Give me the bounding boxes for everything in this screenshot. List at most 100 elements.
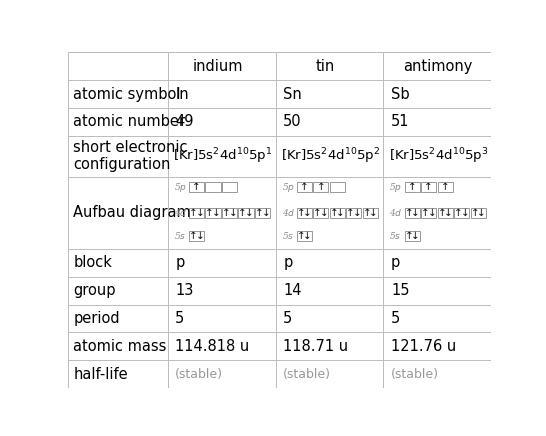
- Text: ↑: ↑: [421, 208, 430, 218]
- Bar: [222, 208, 237, 218]
- Text: ↓: ↓: [195, 231, 204, 241]
- Text: ↓: ↓: [304, 208, 312, 218]
- Bar: [189, 182, 204, 192]
- Text: atomic symbol: atomic symbol: [73, 87, 181, 102]
- Text: ↓: ↓: [353, 208, 361, 218]
- Text: ↑: ↑: [313, 208, 322, 218]
- Bar: [438, 208, 453, 218]
- Bar: [454, 208, 470, 218]
- Text: In: In: [175, 87, 189, 102]
- Text: 5$s$: 5$s$: [389, 230, 402, 242]
- Text: 5$s$: 5$s$: [282, 230, 294, 242]
- Text: ↑: ↑: [471, 208, 479, 218]
- Bar: [330, 208, 345, 218]
- Text: ↑: ↑: [300, 182, 308, 192]
- Bar: [330, 182, 345, 192]
- Text: group: group: [73, 283, 116, 298]
- Text: ↓: ↓: [428, 208, 436, 218]
- Text: ↑: ↑: [189, 231, 198, 241]
- Text: 121.76 u: 121.76 u: [391, 339, 456, 354]
- Text: atomic number: atomic number: [73, 114, 185, 129]
- Text: $\mathrm{[Kr]5s^24d^{10}5p^2}$: $\mathrm{[Kr]5s^24d^{10}5p^2}$: [281, 146, 380, 166]
- Text: 15: 15: [391, 283, 410, 298]
- Text: (stable): (stable): [283, 368, 331, 381]
- Bar: [297, 182, 312, 192]
- Text: ↓: ↓: [411, 231, 420, 241]
- Text: antimony: antimony: [403, 59, 472, 74]
- Text: ↑: ↑: [317, 182, 325, 192]
- Bar: [297, 231, 312, 241]
- Text: 50: 50: [283, 114, 302, 129]
- Text: 13: 13: [175, 283, 194, 298]
- Text: ↑: ↑: [330, 208, 339, 218]
- Bar: [255, 208, 270, 218]
- Text: ↓: ↓: [477, 208, 486, 218]
- Text: ↓: ↓: [411, 208, 420, 218]
- Text: ↑: ↑: [296, 231, 305, 241]
- Text: short electronic
configuration: short electronic configuration: [73, 140, 188, 172]
- Text: Aufbau diagram: Aufbau diagram: [73, 205, 191, 220]
- Text: 118.71 u: 118.71 u: [283, 339, 348, 354]
- Text: ↑: ↑: [363, 208, 371, 218]
- Bar: [205, 208, 221, 218]
- Text: ↑: ↑: [346, 208, 355, 218]
- Text: ↑: ↑: [424, 182, 433, 192]
- Bar: [421, 182, 436, 192]
- Text: ↓: ↓: [336, 208, 345, 218]
- Bar: [346, 208, 361, 218]
- Text: ↑: ↑: [222, 208, 230, 218]
- Text: ↓: ↓: [369, 208, 378, 218]
- Text: half-life: half-life: [73, 367, 128, 382]
- Text: 5: 5: [391, 311, 400, 326]
- Bar: [405, 208, 420, 218]
- Text: ↓: ↓: [320, 208, 329, 218]
- Bar: [297, 208, 312, 218]
- Text: 5: 5: [175, 311, 185, 326]
- Bar: [205, 182, 221, 192]
- Text: period: period: [73, 311, 120, 326]
- Bar: [313, 182, 329, 192]
- Text: ↓: ↓: [461, 208, 470, 218]
- Text: ↑: ↑: [238, 208, 247, 218]
- Text: ↑: ↑: [437, 208, 446, 218]
- Text: 14: 14: [283, 283, 302, 298]
- Bar: [405, 231, 420, 241]
- Text: ↑: ↑: [405, 208, 413, 218]
- Text: (stable): (stable): [175, 368, 223, 381]
- Text: ↓: ↓: [228, 208, 237, 218]
- Text: atomic mass: atomic mass: [73, 339, 167, 354]
- Text: 114.818 u: 114.818 u: [175, 339, 250, 354]
- Text: ↑: ↑: [192, 182, 201, 192]
- Text: $\mathrm{[Kr]5s^24d^{10}5p^1}$: $\mathrm{[Kr]5s^24d^{10}5p^1}$: [173, 146, 272, 166]
- Bar: [363, 208, 378, 218]
- Text: 4$d$: 4$d$: [282, 207, 295, 218]
- Text: ↑: ↑: [189, 208, 198, 218]
- Text: ↑: ↑: [255, 208, 264, 218]
- Bar: [313, 208, 329, 218]
- Text: block: block: [73, 255, 112, 270]
- Text: 49: 49: [175, 114, 194, 129]
- Bar: [471, 208, 486, 218]
- Text: 5: 5: [283, 311, 293, 326]
- Text: 5$p$: 5$p$: [282, 181, 294, 194]
- Text: 51: 51: [391, 114, 410, 129]
- Text: ↑: ↑: [454, 208, 463, 218]
- Text: 4$d$: 4$d$: [389, 207, 403, 218]
- Text: $\mathrm{[Kr]5s^24d^{10}5p^3}$: $\mathrm{[Kr]5s^24d^{10}5p^3}$: [389, 146, 488, 166]
- Text: 5$s$: 5$s$: [174, 230, 186, 242]
- Bar: [405, 182, 420, 192]
- Text: 4$d$: 4$d$: [174, 207, 187, 218]
- Text: Sn: Sn: [283, 87, 302, 102]
- Text: tin: tin: [316, 59, 335, 74]
- Text: ↑: ↑: [205, 208, 214, 218]
- Text: p: p: [175, 255, 185, 270]
- Text: Sb: Sb: [391, 87, 410, 102]
- Text: p: p: [283, 255, 293, 270]
- Bar: [438, 182, 453, 192]
- Text: ↓: ↓: [245, 208, 254, 218]
- Text: ↑: ↑: [405, 231, 413, 241]
- Text: 5$p$: 5$p$: [174, 181, 187, 194]
- Text: ↓: ↓: [195, 208, 204, 218]
- Text: indium: indium: [192, 59, 242, 74]
- Text: ↑: ↑: [441, 182, 450, 192]
